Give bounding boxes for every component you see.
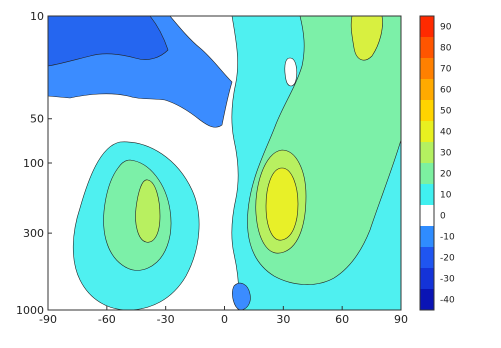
contour-region-neg-bottom	[232, 282, 251, 310]
contour-region-neg-left-inner	[48, 16, 169, 67]
contour-region-30-40-left	[135, 179, 161, 243]
colorbar-label: 90	[440, 23, 452, 33]
x-tick-label: -90	[39, 313, 57, 326]
colorbar-swatch	[420, 16, 434, 37]
colorbar-swatch	[420, 163, 434, 184]
colorbar-label: 40	[440, 128, 452, 138]
y-axis: 10 50 100 300 1000	[16, 10, 52, 317]
x-tick-label: 60	[335, 313, 349, 326]
x-tick-label: 90	[394, 313, 408, 326]
colorbar-swatch	[420, 268, 434, 289]
colorbar-label: -30	[440, 275, 455, 285]
contour-fills	[48, 16, 401, 310]
colorbar-label: 60	[440, 86, 452, 96]
contour-region-40-50-core	[265, 167, 299, 241]
colorbar-label: 20	[440, 170, 452, 180]
colorbar-label: 30	[440, 149, 452, 159]
colorbar-swatch	[420, 205, 434, 226]
colorbar-swatch	[420, 58, 434, 79]
x-tick-label: 30	[276, 313, 290, 326]
y-tick-label: 300	[23, 227, 44, 240]
colorbar-swatch	[420, 289, 434, 310]
colorbar-swatch	[420, 184, 434, 205]
y-tick-label: 50	[30, 113, 44, 126]
colorbar-swatch	[420, 226, 434, 247]
colorbar-swatch	[420, 247, 434, 268]
contour-region-upper-right-max	[350, 16, 383, 61]
y-tick-label: 100	[23, 157, 44, 170]
colorbar: 90 80 70 60 50 40 30 20 10 0 -10 -20 -30 -40	[419, 15, 455, 311]
colorbar-swatch	[420, 100, 434, 121]
colorbar-swatch	[420, 142, 434, 163]
colorbar-swatch	[420, 79, 434, 100]
colorbar-label: -40	[440, 296, 455, 306]
colorbar-label: 70	[440, 65, 452, 75]
colorbar-swatch	[420, 121, 434, 142]
y-tick-label: 1000	[16, 304, 44, 317]
colorbar-label: -10	[440, 233, 455, 243]
x-tick-label: -60	[98, 313, 116, 326]
x-tick-label: 0	[221, 313, 228, 326]
colorbar-label: -20	[440, 254, 455, 264]
colorbar-label: 0	[440, 212, 446, 222]
x-tick-label: -30	[157, 313, 175, 326]
colorbar-label: 50	[440, 107, 452, 117]
colorbar-label: 80	[440, 44, 452, 54]
y-tick-label: 10	[30, 10, 44, 23]
colorbar-swatch	[420, 37, 434, 58]
x-axis: -90 -60 -30 0 30 60 90	[39, 306, 408, 326]
contour-hole	[284, 57, 298, 87]
colorbar-label: 10	[440, 191, 452, 201]
colorbar-frame	[419, 15, 435, 311]
